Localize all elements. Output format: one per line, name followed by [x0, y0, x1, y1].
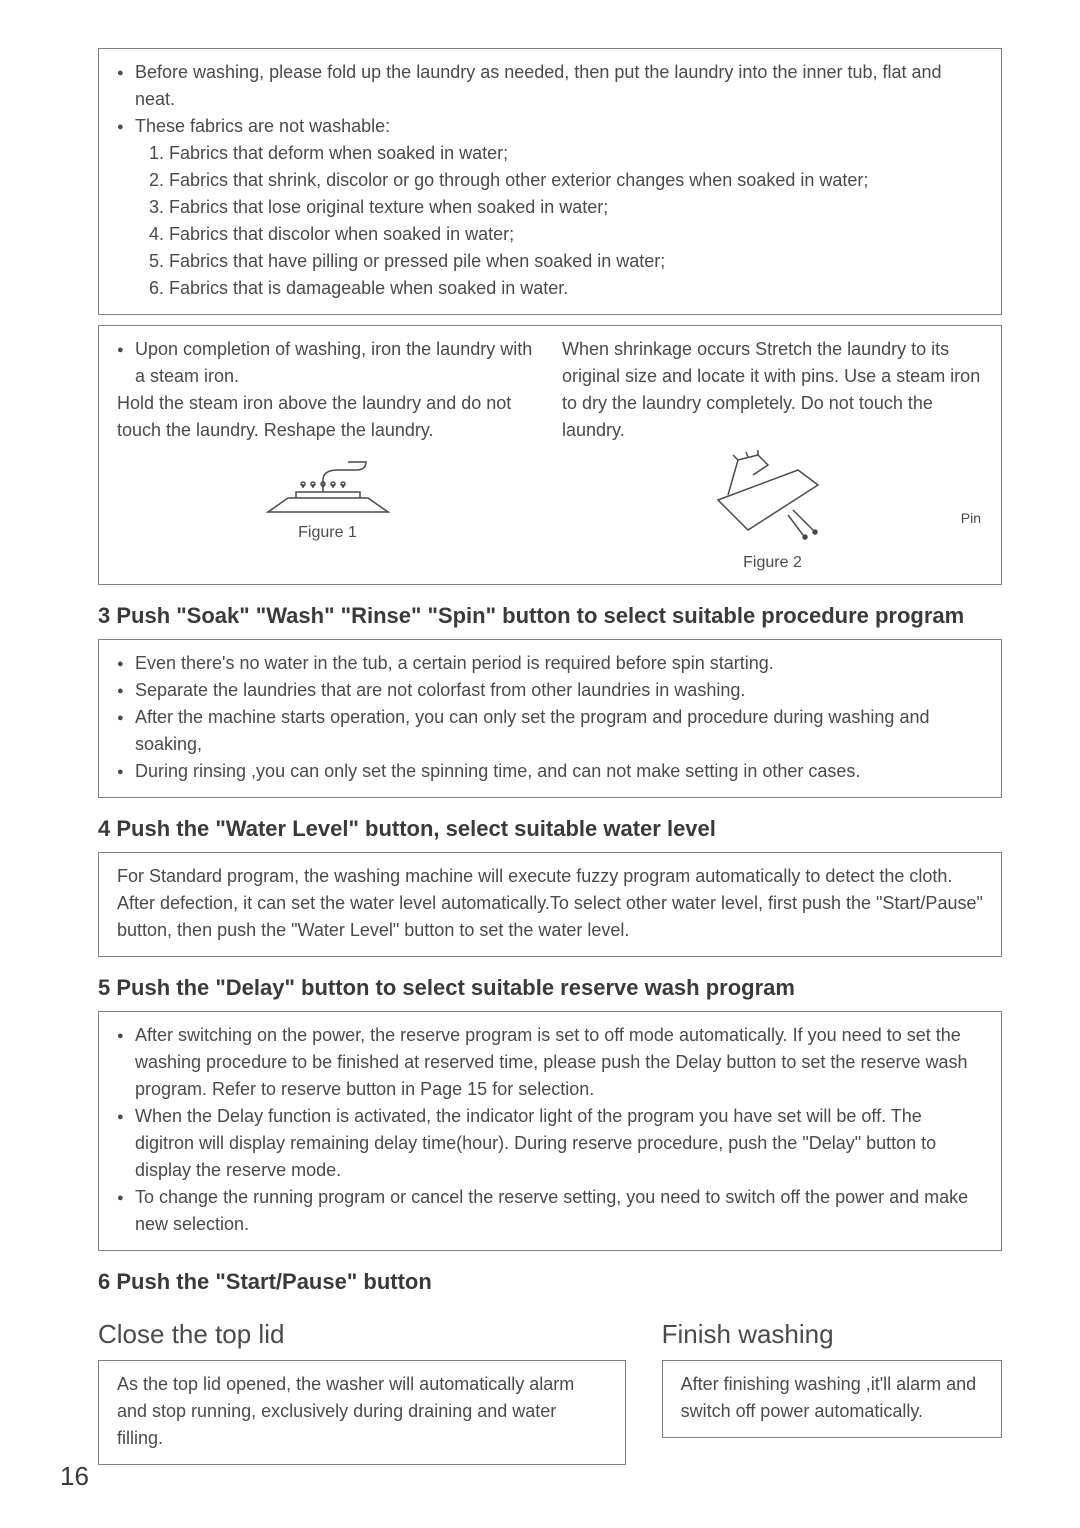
box-fabric-notes: Before washing, please fold up the laund…: [98, 48, 1002, 315]
iron-pin-figure-icon: [698, 450, 848, 550]
box-step-3: Even there's no water in the tub, a cert…: [98, 639, 1002, 798]
page-number: 16: [60, 1461, 89, 1492]
paragraph: Hold the steam iron above the laundry an…: [117, 390, 538, 444]
box-step-4: For Standard program, the washing machin…: [98, 852, 1002, 957]
paragraph: As the top lid opened, the washer will a…: [117, 1371, 607, 1452]
heading-step-3: 3 Push "Soak" "Wash" "Rinse" "Spin" butt…: [98, 603, 1002, 629]
figure-label: Figure 1: [117, 524, 538, 542]
bullet: These fabrics are not washable:: [117, 113, 983, 140]
box-finish-washing: After finishing washing ,it'll alarm and…: [662, 1360, 1002, 1438]
box-step-5: After switching on the power, the reserv…: [98, 1011, 1002, 1251]
bullet: Separate the laundries that are not colo…: [117, 677, 983, 704]
bullet: Even there's no water in the tub, a cert…: [117, 650, 983, 677]
bullet: To change the running program or cancel …: [117, 1184, 983, 1238]
box-ironing: Upon completion of washing, iron the lau…: [98, 325, 1002, 585]
bullet: Before washing, please fold up the laund…: [117, 59, 983, 113]
box-close-lid: As the top lid opened, the washer will a…: [98, 1360, 626, 1465]
bullet: Upon completion of washing, iron the lau…: [117, 336, 538, 390]
bullet: During rinsing ,you can only set the spi…: [117, 758, 983, 785]
sub-item: 4. Fabrics that discolor when soaked in …: [149, 221, 983, 248]
bullet: After the machine starts operation, you …: [117, 704, 983, 758]
paragraph: For Standard program, the washing machin…: [117, 863, 983, 944]
sub-item: 5. Fabrics that have pilling or pressed …: [149, 248, 983, 275]
sub-item: 1. Fabrics that deform when soaked in wa…: [149, 140, 983, 167]
bullet: When the Delay function is activated, th…: [117, 1103, 983, 1184]
heading-finish-washing: Finish washing: [662, 1319, 1002, 1350]
sub-item: 2. Fabrics that shrink, discolor or go t…: [149, 167, 983, 194]
paragraph: When shrinkage occurs Stretch the laundr…: [562, 336, 983, 444]
sub-item: 6. Fabrics that is damageable when soake…: [149, 275, 983, 302]
bullet: After switching on the power, the reserv…: [117, 1022, 983, 1103]
heading-step-4: 4 Push the "Water Level" button, select …: [98, 816, 1002, 842]
paragraph: After finishing washing ,it'll alarm and…: [681, 1371, 983, 1425]
pin-label: Pin: [961, 510, 981, 526]
iron-figure-icon: [248, 450, 408, 520]
sub-item: 3. Fabrics that lose original texture wh…: [149, 194, 983, 221]
heading-step-6: 6 Push the "Start/Pause" button: [98, 1269, 1002, 1295]
figure-label: Figure 2: [562, 554, 983, 572]
heading-step-5: 5 Push the "Delay" button to select suit…: [98, 975, 1002, 1001]
heading-close-lid: Close the top lid: [98, 1319, 626, 1350]
